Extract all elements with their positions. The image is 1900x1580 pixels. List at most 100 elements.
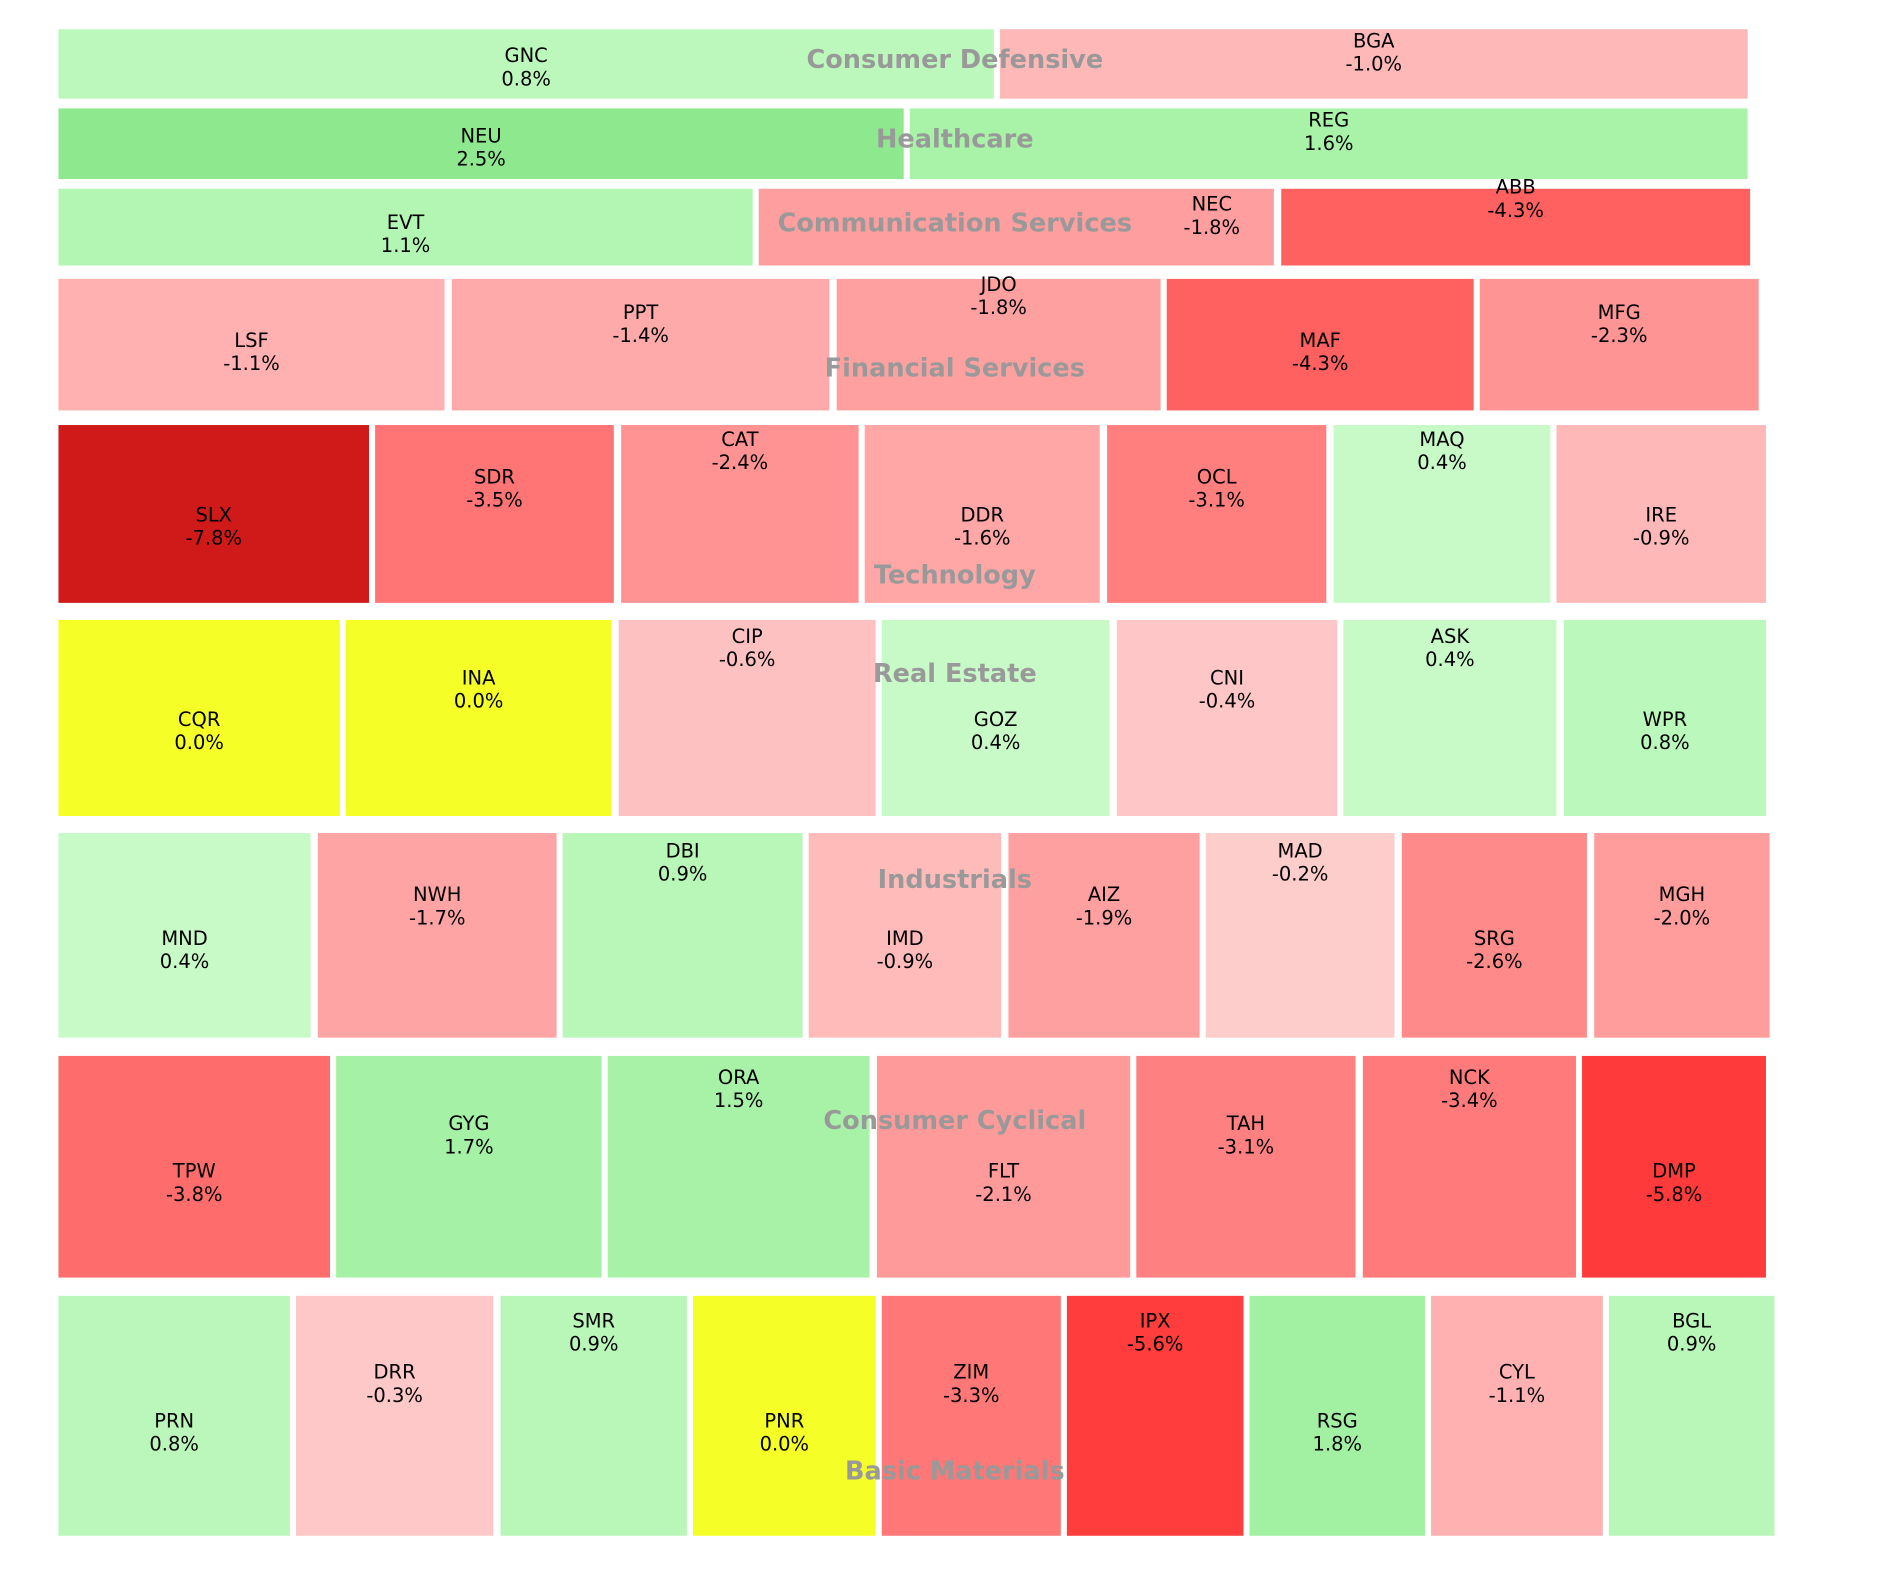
treemap-tile-evt: EVT 1.1% — [58, 188, 753, 266]
ticker-label: DMP — [1652, 1159, 1696, 1183]
change-label: -0.9% — [876, 949, 934, 974]
change-label: 0.0% — [174, 730, 224, 754]
ticker-label: BGA — [1353, 29, 1395, 53]
tile-label: MAF -4.3% — [1167, 329, 1474, 375]
treemap-tile-bga: BGA -1.0% — [999, 29, 1748, 99]
change-label: -2.6% — [1466, 949, 1523, 974]
treemap-tile-mfg: MFG -2.3% — [1479, 278, 1759, 411]
change-label: -0.3% — [366, 1383, 423, 1407]
change-label: 0.4% — [1417, 450, 1467, 474]
treemap-tile-gyg: GYG 1.7% — [336, 1055, 602, 1278]
treemap-tile-cqr: CQR 0.0% — [58, 619, 340, 816]
tile-label: DBI 0.9% — [563, 839, 803, 885]
tile-label: NWH -1.7% — [318, 883, 557, 929]
tile-label: CNI -0.4% — [1117, 666, 1337, 712]
tile-label: DDR -1.6% — [865, 503, 1100, 549]
treemap-tile-aiz: AIZ -1.9% — [1008, 833, 1200, 1038]
treemap-tile-neu: NEU 2.5% — [58, 108, 904, 180]
ticker-label: LSF — [234, 328, 269, 352]
tile-label: GYG 1.7% — [336, 1112, 602, 1158]
ticker-label: PRN — [154, 1409, 195, 1433]
change-label: 0.8% — [1640, 730, 1690, 754]
ticker-label: IMD — [886, 926, 924, 950]
tile-label: EVT 1.1% — [58, 211, 752, 257]
treemap-tile-tah: TAH -3.1% — [1136, 1055, 1356, 1278]
change-label: -1.1% — [223, 351, 280, 376]
change-label: 0.8% — [149, 1432, 199, 1456]
treemap-tile-sdr: SDR -3.5% — [375, 425, 614, 603]
change-label: -3.1% — [1188, 488, 1245, 512]
tile-label: DRR -0.3% — [296, 1360, 493, 1406]
tile-label: IMD -0.9% — [809, 927, 1001, 973]
change-label: 0.8% — [501, 66, 551, 91]
treemap-tile-jdo: JDO -1.8% — [836, 273, 1161, 411]
tile-label: MAQ 0.4% — [1334, 427, 1551, 473]
treemap-tile-dbi: DBI 0.9% — [562, 833, 803, 1038]
change-label: -2.1% — [975, 1182, 1032, 1206]
ticker-label: GNC — [504, 43, 548, 67]
ticker-label: PPT — [622, 300, 659, 324]
ticker-label: NEC — [1191, 192, 1233, 216]
tile-label: JDO -1.8% — [837, 273, 1161, 319]
change-label: -7.8% — [185, 526, 243, 550]
tile-label: GOZ 0.4% — [882, 708, 1110, 754]
ticker-label: RSG — [1316, 1409, 1358, 1433]
treemap-tile-srg: SRG -2.6% — [1401, 833, 1587, 1038]
change-label: -2.4% — [711, 450, 769, 474]
change-label: -1.1% — [1488, 1383, 1546, 1407]
change-label: -4.3% — [1487, 198, 1544, 222]
ticker-label: NWH — [412, 882, 462, 907]
tile-label: IRE -0.9% — [1556, 503, 1765, 549]
ticker-label: DBI — [665, 839, 700, 863]
change-label: -0.9% — [1632, 526, 1690, 550]
tile-label: PRN 0.8% — [58, 1409, 289, 1455]
tile-label: IPX -5.6% — [1067, 1309, 1244, 1355]
tile-label: TPW -3.8% — [58, 1159, 330, 1205]
treemap-tile-nwh: NWH -1.7% — [317, 833, 557, 1038]
change-label: -2.0% — [1653, 906, 1711, 930]
ticker-label: INA — [461, 666, 496, 690]
change-label: -3.4% — [1441, 1088, 1498, 1112]
treemap-tile-bgl: BGL 0.9% — [1608, 1295, 1775, 1536]
change-label: -5.8% — [1645, 1182, 1703, 1206]
change-label: -1.6% — [953, 526, 1011, 550]
ticker-label: IPX — [1139, 1309, 1171, 1333]
treemap-tile-tpw: TPW -3.8% — [58, 1055, 331, 1278]
treemap-tile-imd: IMD -0.9% — [808, 833, 1002, 1038]
ticker-label: MAF — [1299, 328, 1341, 352]
treemap-tile-cip: CIP -0.6% — [618, 619, 876, 816]
tile-label: SMR 0.9% — [501, 1309, 687, 1355]
ticker-label: NCK — [1448, 1065, 1490, 1089]
change-label: 1.8% — [1312, 1432, 1363, 1456]
change-label: -3.8% — [165, 1182, 223, 1206]
change-label: -1.8% — [1183, 215, 1241, 239]
change-label: -1.0% — [1345, 52, 1403, 76]
ticker-label: DRR — [373, 1360, 416, 1384]
treemap-tile-cni: CNI -0.4% — [1116, 619, 1338, 816]
change-label: -0.4% — [1198, 689, 1256, 713]
ticker-label: CQR — [177, 707, 221, 731]
ticker-label: GYG — [448, 1111, 490, 1136]
treemap-tile-reg: REG 1.6% — [909, 108, 1748, 180]
treemap-tile-zim: ZIM -3.3% — [881, 1295, 1061, 1536]
ticker-label: DDR — [960, 502, 1005, 527]
tile-label: INA 0.0% — [346, 666, 612, 712]
change-label: 1.6% — [1303, 131, 1354, 155]
change-label: 0.4% — [159, 949, 210, 974]
change-label: 0.9% — [657, 862, 708, 886]
tile-label: NCK -3.4% — [1363, 1066, 1576, 1112]
ticker-label: FLT — [987, 1159, 1020, 1183]
tile-label: PNR 0.0% — [693, 1409, 876, 1455]
change-label: -3.1% — [1217, 1135, 1275, 1159]
tile-label: ZIM -3.3% — [882, 1360, 1061, 1406]
tile-label: ORA 1.5% — [608, 1066, 870, 1112]
ticker-label: NEU — [460, 124, 502, 148]
change-label: 0.0% — [759, 1432, 810, 1456]
tile-label: OCL -3.1% — [1107, 465, 1326, 511]
tile-label: BGL 0.9% — [1609, 1309, 1775, 1355]
change-label: -1.4% — [612, 323, 669, 348]
change-label: -3.5% — [466, 488, 523, 512]
tile-label: TAH -3.1% — [1136, 1112, 1355, 1158]
treemap-tile-goz: GOZ 0.4% — [881, 619, 1110, 816]
